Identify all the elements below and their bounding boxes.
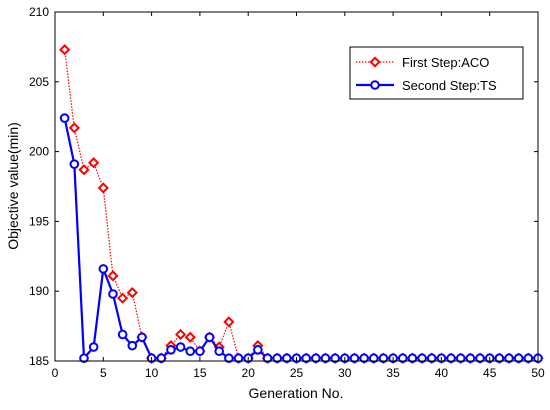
data-point-aco	[68, 122, 80, 134]
legend-ts-label: Second Step:TS	[402, 78, 497, 93]
data-point-ts	[224, 353, 234, 364]
legend-ts-marker	[370, 80, 380, 90]
legend-circle-marker	[370, 80, 380, 90]
data-point-ts	[407, 353, 418, 364]
data-point-ts	[272, 353, 282, 364]
legend-box	[349, 46, 524, 100]
x-tick-label: 50	[531, 366, 545, 380]
data-point-ts	[475, 353, 485, 364]
data-point-ts	[253, 345, 263, 355]
data-point-ts	[378, 353, 389, 364]
data-point-ts	[465, 353, 476, 364]
x-tick-label: 35	[386, 366, 400, 380]
data-point-ts	[282, 353, 292, 364]
y-tick-label: 210	[29, 5, 49, 19]
x-tick-label: 15	[193, 366, 207, 380]
x-tick-label: 5	[100, 366, 107, 380]
data-point-ts	[301, 353, 311, 364]
data-point-aco	[97, 182, 109, 194]
data-point-ts	[446, 353, 456, 364]
marks-layer	[59, 44, 544, 364]
legend-aco-marker	[369, 56, 381, 68]
data-point-ts	[98, 264, 109, 274]
data-point-aco	[174, 328, 187, 341]
data-point-aco	[88, 157, 100, 169]
data-point-ts	[166, 345, 176, 355]
y-tick-label: 205	[29, 75, 49, 89]
data-point-ts	[523, 353, 534, 364]
data-point-ts	[513, 353, 524, 364]
data-point-ts	[175, 342, 186, 352]
x-tick-label: 0	[52, 366, 59, 380]
data-point-ts	[330, 353, 340, 364]
axes-layer: 0 5 10 15 20 25 30 35 40 45 50 185 190 195 200 205 210	[29, 5, 545, 380]
y-tick-label: 195	[29, 214, 49, 228]
data-point-ts	[417, 353, 427, 364]
data-point-ts	[311, 353, 321, 364]
data-point-ts	[79, 353, 89, 364]
legend-diamond-marker	[369, 56, 381, 68]
data-point-ts	[127, 340, 138, 351]
data-point-ts	[156, 353, 167, 364]
x-tick-label: 40	[435, 366, 449, 380]
data-point-ts	[397, 353, 408, 364]
legend-aco-label: First Step:ACO	[402, 55, 489, 70]
data-point-ts	[494, 353, 505, 364]
series-ts	[59, 113, 543, 364]
y-tick-label: 190	[29, 284, 49, 298]
data-point-ts	[117, 329, 128, 340]
data-point-ts	[204, 332, 215, 343]
x-axis-label: Generation No.	[249, 385, 344, 401]
data-point-ts	[137, 332, 147, 343]
y-tick-label: 185	[29, 354, 49, 368]
data-point-aco	[223, 316, 235, 328]
data-point-ts	[426, 353, 437, 364]
data-point-ts	[195, 346, 205, 357]
data-point-ts	[504, 353, 514, 364]
data-point-ts	[349, 353, 360, 364]
legend-entry-aco: First Step:ACO	[356, 55, 489, 70]
x-tick-label: 45	[483, 366, 497, 380]
y-axis-label: Objective value(min)	[5, 122, 21, 250]
data-point-ts	[455, 353, 466, 364]
data-point-aco	[117, 292, 129, 304]
legend: First Step:ACO Second Step:TS	[349, 46, 524, 100]
data-point-ts	[59, 113, 70, 123]
data-point-aco	[126, 286, 138, 299]
data-point-ts	[214, 346, 225, 357]
data-point-ts	[359, 353, 369, 364]
x-tick-label: 25	[290, 366, 304, 380]
data-point-ts	[108, 289, 118, 299]
data-point-ts	[320, 353, 331, 364]
legend-entry-ts: Second Step:TS	[356, 78, 497, 93]
data-point-aco	[184, 331, 196, 343]
x-tick-label: 20	[242, 366, 256, 380]
data-point-ts	[368, 353, 379, 364]
data-point-ts	[88, 342, 99, 352]
data-point-ts	[233, 353, 244, 364]
data-point-aco	[107, 270, 119, 282]
data-point-ts	[69, 159, 80, 169]
data-point-ts	[185, 346, 196, 357]
y-tick-label: 200	[29, 145, 49, 159]
x-tick-label: 30	[338, 366, 352, 380]
data-point-ts	[262, 353, 273, 364]
x-tick-label: 10	[145, 366, 159, 380]
data-point-aco	[78, 164, 90, 176]
data-point-aco	[59, 44, 71, 56]
